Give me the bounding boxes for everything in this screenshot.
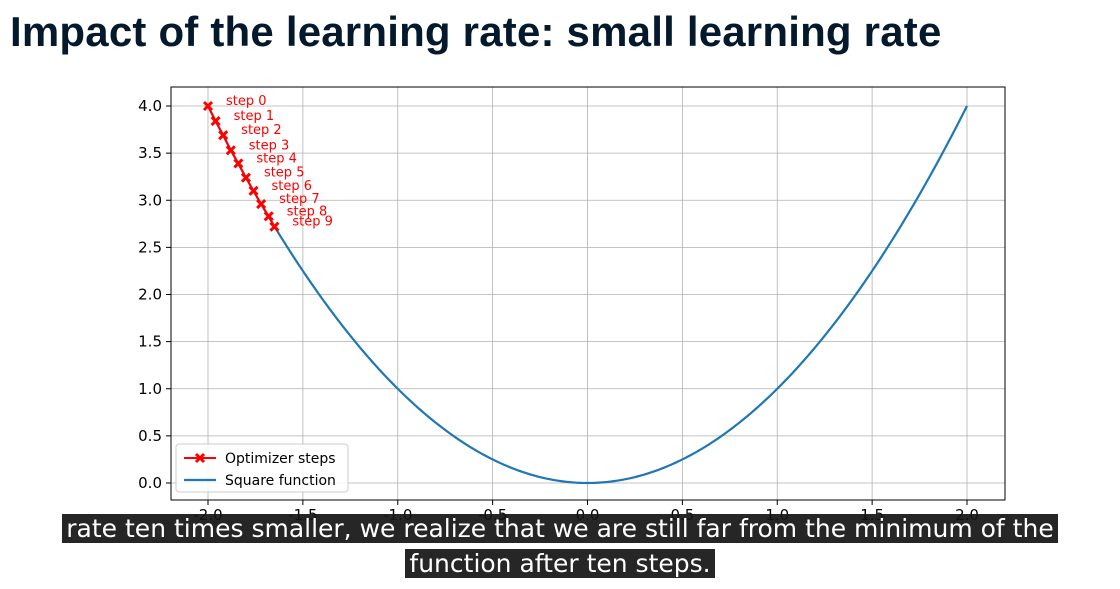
y-tick-label: 3.0 xyxy=(138,191,162,209)
step-annotation: step 6 xyxy=(272,179,313,194)
step-annotation: step 0 xyxy=(226,94,267,109)
optimizer-step-marker xyxy=(233,158,244,169)
y-tick-label: 2.0 xyxy=(138,286,162,304)
plot-frame xyxy=(170,86,1006,501)
legend-label-square: Square function xyxy=(225,473,336,489)
optimizer-step-marker xyxy=(218,130,229,141)
step-annotation: step 2 xyxy=(241,123,282,138)
grid-layer xyxy=(171,87,1005,500)
step-annotation: step 1 xyxy=(234,109,275,124)
optimizer-step-marker xyxy=(263,211,274,222)
legend-marker-steps xyxy=(194,452,206,464)
step-annotation: step 9 xyxy=(292,215,333,230)
optimizer-step-marker xyxy=(256,198,267,210)
legend-box xyxy=(175,443,349,493)
y-tick-label: 1.0 xyxy=(138,380,162,398)
legend-layer: Optimizer steps Square function xyxy=(175,443,349,493)
slide-title: Impact of the learning rate: small learn… xyxy=(10,8,942,55)
legend-label-steps: Optimizer steps xyxy=(225,451,336,467)
optimizer-step-marker xyxy=(269,221,280,232)
optimizer-step-marker xyxy=(248,185,259,196)
subtitle-line-1: rate ten times smaller, we realize that … xyxy=(0,512,1120,546)
y-tick-label: 2.5 xyxy=(138,238,162,256)
optimizer-step-marker xyxy=(240,172,252,183)
y-tick-label: 1.5 xyxy=(138,333,162,351)
optimizer-step-marker xyxy=(210,116,221,127)
square-function-line xyxy=(207,105,968,485)
step-annotation: step 5 xyxy=(264,166,305,181)
subtitle-line-1-text: rate ten times smaller, we realize that … xyxy=(62,514,1058,543)
y-tick-label: 3.5 xyxy=(138,144,162,162)
y-tick-label: 0.5 xyxy=(138,427,162,445)
subtitle-line-2-text: function after ten steps. xyxy=(405,549,715,578)
series-layer xyxy=(202,100,968,485)
step-annotation: step 7 xyxy=(279,192,320,207)
subtitle-line-2: function after ten steps. xyxy=(0,547,1120,581)
y-tick-label: 0.0 xyxy=(138,474,162,492)
y-tick-label: 4.0 xyxy=(138,97,162,115)
optimizer-step-marker xyxy=(202,100,214,112)
step-annotation: step 3 xyxy=(249,138,290,153)
optimizer-steps-line xyxy=(207,105,276,228)
step-annotation: step 8 xyxy=(287,204,328,219)
step-annotation: step 4 xyxy=(256,151,297,166)
optimizer-step-marker xyxy=(225,145,236,156)
